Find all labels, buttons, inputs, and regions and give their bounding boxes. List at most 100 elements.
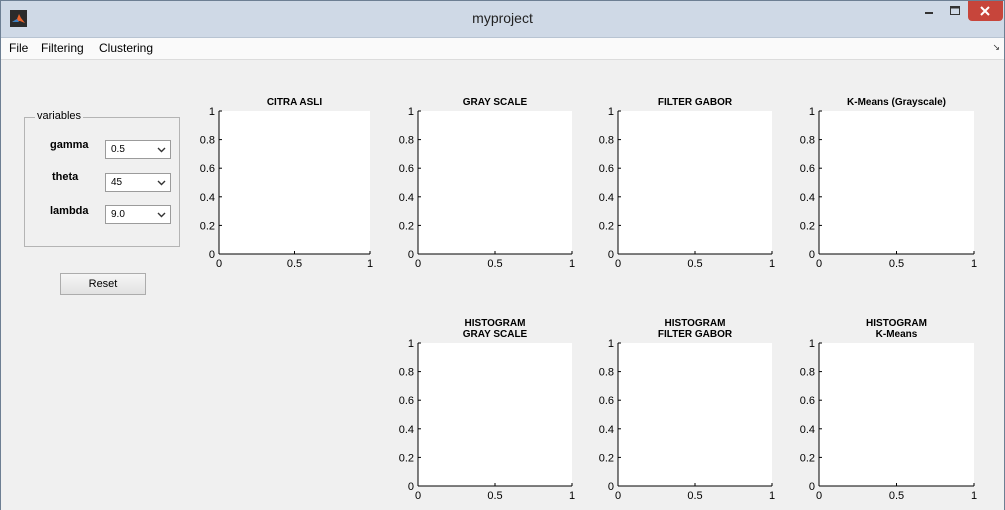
plot-title: GRAY SCALE [463, 329, 528, 340]
y-tick-label: 0.6 [800, 163, 815, 175]
theta-select[interactable]: 45 [105, 173, 171, 192]
minimize-button[interactable] [916, 1, 942, 21]
y-tick-label: 0.8 [800, 135, 815, 147]
axes-area: 0 0.5 1 0 0.2 0.4 0.6 0.8 1 CITRA ASLI 0 0.5 1 0 0.2 0.… [200, 97, 977, 502]
menu-clustering[interactable]: Clustering [99, 41, 154, 55]
chevron-down-icon [157, 212, 166, 218]
y-tick-label: 0.8 [800, 367, 815, 379]
plot-title: K-Means [876, 329, 918, 340]
y-tick-label: 0.4 [800, 424, 815, 436]
x-tick-label: 1 [569, 490, 575, 502]
y-tick-label: 0.8 [399, 135, 414, 147]
x-tick-label: 0.5 [487, 258, 502, 270]
y-tick-label: 0.2 [599, 220, 614, 232]
y-tick-label: 0.2 [800, 220, 815, 232]
y-tick-label: 0.6 [599, 163, 614, 175]
y-tick-label: 0.2 [800, 452, 815, 464]
plot-title: HISTOGRAM [465, 318, 526, 329]
y-tick-label: 0.2 [399, 220, 414, 232]
y-tick-label: 0.6 [399, 163, 414, 175]
y-tick-label: 0.4 [399, 424, 414, 436]
gamma-label: gamma [50, 139, 89, 151]
lambda-value: 9.0 [111, 209, 125, 220]
y-tick-label: 0.8 [399, 367, 414, 379]
y-tick-label: 1 [408, 338, 414, 350]
x-tick-label: 0.5 [889, 490, 904, 502]
maximize-button[interactable] [942, 1, 968, 21]
x-tick-label: 1 [367, 258, 373, 270]
y-tick-label: 0 [408, 249, 414, 261]
x-tick-label: 0 [816, 490, 822, 502]
plot-area [618, 111, 772, 254]
plot-title: HISTOGRAM [665, 318, 726, 329]
window-title: myproject [472, 10, 533, 26]
y-tick-label: 0 [809, 481, 815, 493]
x-tick-label: 0 [816, 258, 822, 270]
plot-title: FILTER GABOR [658, 329, 733, 340]
theta-value: 45 [111, 177, 123, 188]
menu-filtering[interactable]: Filtering [41, 41, 84, 55]
minimize-icon [925, 12, 933, 14]
y-tick-label: 0.8 [599, 135, 614, 147]
plot-title: FILTER GABOR [658, 97, 733, 108]
chevron-down-icon [157, 180, 166, 186]
x-tick-label: 0.5 [687, 258, 702, 270]
plot-title: HISTOGRAM [866, 318, 927, 329]
title-bar[interactable]: myproject [1, 1, 1004, 38]
x-tick-label: 0.5 [687, 490, 702, 502]
x-tick-label: 0 [415, 490, 421, 502]
y-tick-label: 0.4 [200, 192, 215, 204]
y-tick-label: 1 [608, 338, 614, 350]
y-tick-label: 0.8 [200, 135, 215, 147]
x-tick-label: 1 [971, 258, 977, 270]
x-tick-label: 1 [769, 490, 775, 502]
y-tick-label: 0.2 [599, 452, 614, 464]
variables-panel: variables gamma 0.5 theta 45 lambda 9.0 [24, 110, 180, 247]
x-tick-label: 0 [415, 258, 421, 270]
y-tick-label: 0.6 [599, 395, 614, 407]
y-tick-label: 0.4 [599, 192, 614, 204]
gamma-select[interactable]: 0.5 [105, 140, 171, 159]
y-tick-label: 0 [608, 249, 614, 261]
matlab-icon [10, 10, 27, 27]
y-tick-label: 0.2 [399, 452, 414, 464]
variables-panel-title: variables [35, 110, 84, 122]
theta-label: theta [52, 171, 79, 183]
lambda-label: lambda [50, 205, 89, 217]
y-tick-label: 0.2 [200, 220, 215, 232]
reset-button[interactable]: Reset [60, 273, 146, 295]
y-tick-label: 1 [408, 106, 414, 118]
y-tick-label: 0 [408, 481, 414, 493]
x-tick-label: 0.5 [287, 258, 302, 270]
toolbar-toggle-icon[interactable]: ↘ [992, 42, 1000, 52]
plot-area [618, 343, 772, 486]
close-button[interactable] [968, 1, 1003, 21]
y-tick-label: 1 [608, 106, 614, 118]
x-tick-label: 0 [216, 258, 222, 270]
y-tick-label: 0.4 [800, 192, 815, 204]
x-tick-label: 0 [615, 490, 621, 502]
gamma-value: 0.5 [111, 144, 125, 155]
y-tick-label: 1 [209, 106, 215, 118]
chevron-down-icon [157, 147, 166, 153]
x-tick-label: 0.5 [889, 258, 904, 270]
plot-area [219, 111, 370, 254]
y-tick-label: 0.8 [599, 367, 614, 379]
x-tick-label: 1 [769, 258, 775, 270]
close-icon [980, 6, 990, 16]
y-tick-label: 0.6 [200, 163, 215, 175]
plot-area [418, 111, 572, 254]
plot-area [819, 111, 974, 254]
menu-file[interactable]: File [9, 41, 29, 55]
y-tick-label: 1 [809, 338, 815, 350]
y-tick-label: 1 [809, 106, 815, 118]
plot-title: CITRA ASLI [267, 97, 323, 108]
y-tick-label: 0 [608, 481, 614, 493]
lambda-select[interactable]: 9.0 [105, 205, 171, 224]
y-tick-label: 0.4 [399, 192, 414, 204]
y-tick-label: 0 [209, 249, 215, 261]
x-tick-label: 1 [971, 490, 977, 502]
figure-content: variables gamma 0.5 theta 45 lambda 9.0 … [1, 60, 1004, 510]
x-tick-label: 0 [615, 258, 621, 270]
